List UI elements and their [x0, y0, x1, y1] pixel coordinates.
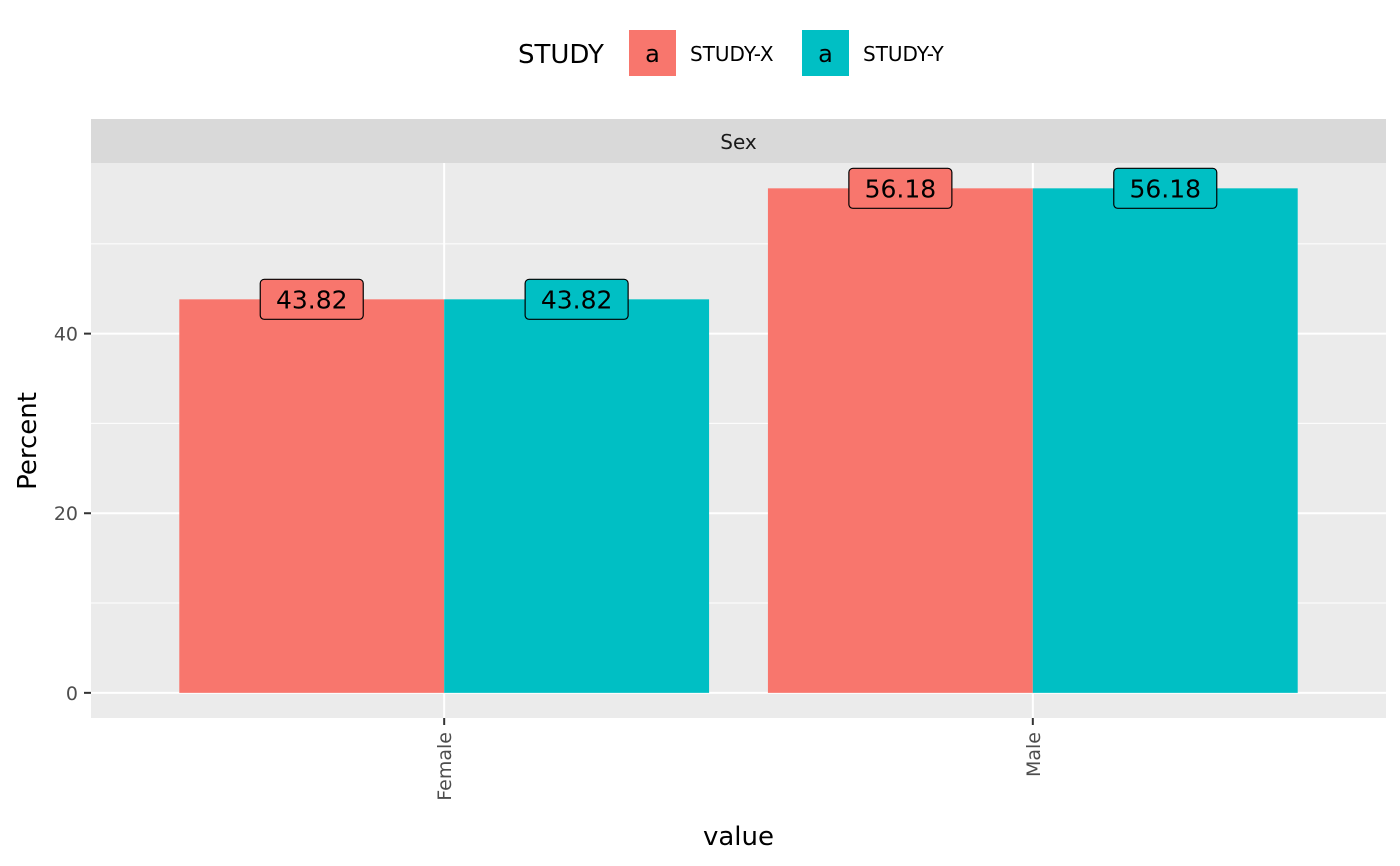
data-label-text: 43.82	[276, 285, 348, 314]
legend-key-glyph-study-y: a	[818, 40, 833, 68]
bar-study-y-female	[444, 299, 710, 693]
y-axis: 0 20 40	[54, 324, 91, 705]
data-label-box	[259, 278, 364, 320]
legend-title: STUDY	[518, 40, 604, 70]
data-label-box	[848, 167, 953, 209]
legend: STUDY a STUDY-X a STUDY-Y	[518, 30, 945, 76]
facet-strip	[91, 119, 1386, 163]
data-label-text: 56.18	[1129, 174, 1201, 203]
data-labels: 43.82 43.82 56.18 56.18	[259, 167, 1218, 320]
data-label-text: 56.18	[865, 174, 937, 203]
x-axis: Female Male	[434, 718, 1045, 801]
y-tick-label: 40	[54, 324, 78, 346]
legend-label-study-x: STUDY-X	[690, 42, 774, 66]
y-tick-label: 20	[54, 503, 78, 525]
data-label-box	[1113, 167, 1218, 209]
legend-label-study-y: STUDY-Y	[863, 42, 945, 66]
bar-study-y-male	[1032, 188, 1298, 693]
x-tick-label: Male	[1023, 732, 1045, 777]
x-axis-title: value	[703, 822, 774, 852]
facet-strip-label: Sex	[720, 130, 757, 154]
legend-key-glyph-study-x: a	[645, 40, 660, 68]
y-tick-label: 0	[66, 683, 78, 705]
data-label-study-x-female: 43.82	[259, 278, 364, 320]
x-tick-label: Female	[434, 732, 456, 801]
bar-study-x-male	[767, 188, 1033, 693]
bars	[179, 188, 1298, 693]
legend-key-study-y	[802, 30, 849, 76]
bar-study-x-female	[179, 299, 445, 693]
y-axis-title: Percent	[13, 392, 43, 490]
legend-key-study-x	[629, 30, 676, 76]
data-label-study-x-male: 56.18	[848, 167, 953, 209]
data-label-study-y-male: 56.18	[1113, 167, 1218, 209]
data-label-study-y-female: 43.82	[524, 278, 629, 320]
data-label-box	[524, 278, 629, 320]
data-label-text: 43.82	[541, 285, 613, 314]
